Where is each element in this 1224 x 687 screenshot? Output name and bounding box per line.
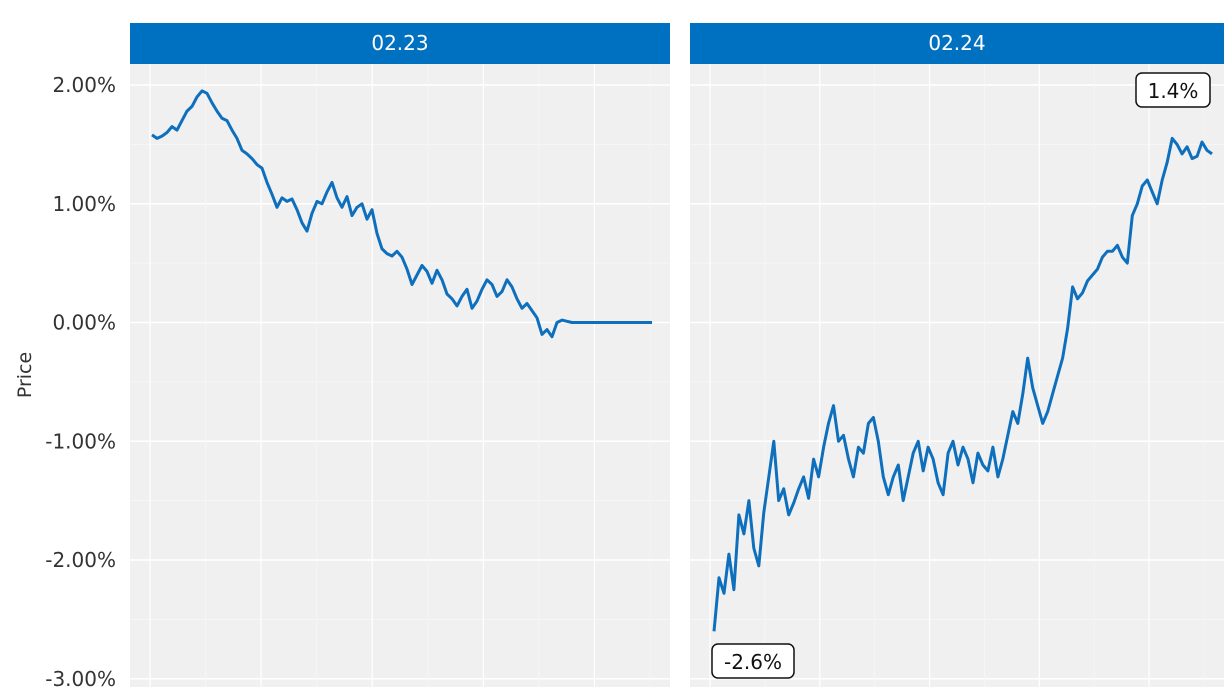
series-line xyxy=(151,89,652,339)
y-tick-label: 2.00% xyxy=(52,73,116,97)
start-value-label: -2.6% xyxy=(724,650,782,674)
facet-panel-02-24: 02.24 1.4% -2.6% xyxy=(690,23,1224,687)
y-tick-labels: 2.00% 1.00% 0.00% -1.00% -2.00% -3.00% xyxy=(45,73,116,687)
end-value-label: 1.4% xyxy=(1148,79,1199,103)
panel-gridlines xyxy=(130,64,670,687)
facet-panel-02-23: 02.23 xyxy=(130,23,670,687)
facet-strip xyxy=(690,23,1224,64)
series-line xyxy=(712,136,1213,632)
facet-strip-label: 02.23 xyxy=(371,31,428,55)
panel-background xyxy=(130,64,670,687)
y-tick-label: 1.00% xyxy=(52,192,116,216)
panel-background xyxy=(690,64,1224,687)
end-value-callout: 1.4% xyxy=(1135,72,1211,108)
y-tick-label: -1.00% xyxy=(45,429,116,453)
facet-strip-label: 02.24 xyxy=(928,31,985,55)
y-tick-label: 0.00% xyxy=(52,311,116,335)
y-tick-label: -2.00% xyxy=(45,548,116,572)
facet-strip xyxy=(130,23,670,64)
panel-gridlines xyxy=(690,64,1224,687)
y-axis-title: Price xyxy=(14,352,36,398)
start-value-callout: -2.6% xyxy=(711,643,795,679)
y-tick-label: -3.00% xyxy=(45,667,116,687)
